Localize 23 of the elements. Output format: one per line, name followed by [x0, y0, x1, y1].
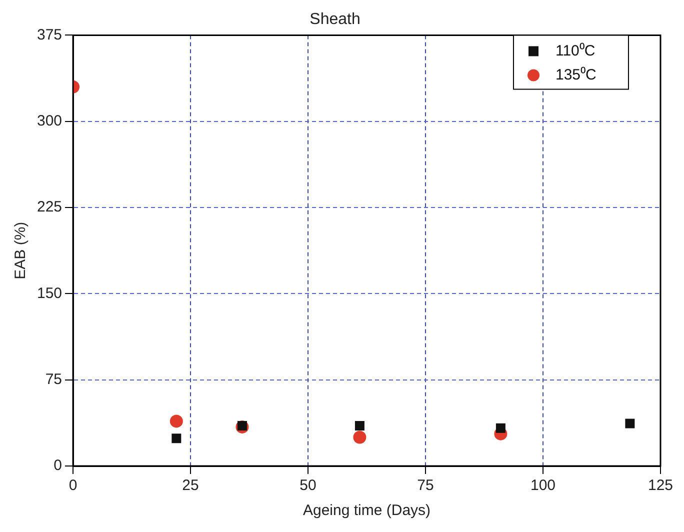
point: [172, 434, 182, 444]
y-axis-title: EAB (%): [12, 222, 30, 280]
y-tick-label: 300: [36, 112, 62, 130]
y-tick-label: 375: [36, 26, 62, 44]
y-tick-label: 225: [36, 198, 62, 216]
point: [625, 418, 635, 428]
y-tick-label: 75: [45, 370, 62, 388]
x-tick-label: 100: [530, 477, 556, 494]
x-tick-label: 25: [182, 477, 199, 494]
y-tick-label: 0: [54, 457, 62, 474]
point: [354, 421, 364, 431]
legend-label: 110⁰C: [555, 42, 596, 60]
point: [170, 414, 183, 428]
x-tick-label: 0: [68, 477, 78, 494]
x-tick-label: 50: [300, 477, 316, 494]
legend-label: 135⁰C: [555, 66, 597, 84]
y-tick-label: 150: [36, 284, 62, 302]
x-tick-label: 75: [417, 477, 434, 494]
x-tick-label: 125: [648, 477, 673, 494]
chart-title: Sheath: [310, 11, 360, 28]
point: [353, 430, 366, 444]
x-axis-title: Ageing time (Days): [302, 502, 431, 520]
point: [496, 423, 506, 433]
